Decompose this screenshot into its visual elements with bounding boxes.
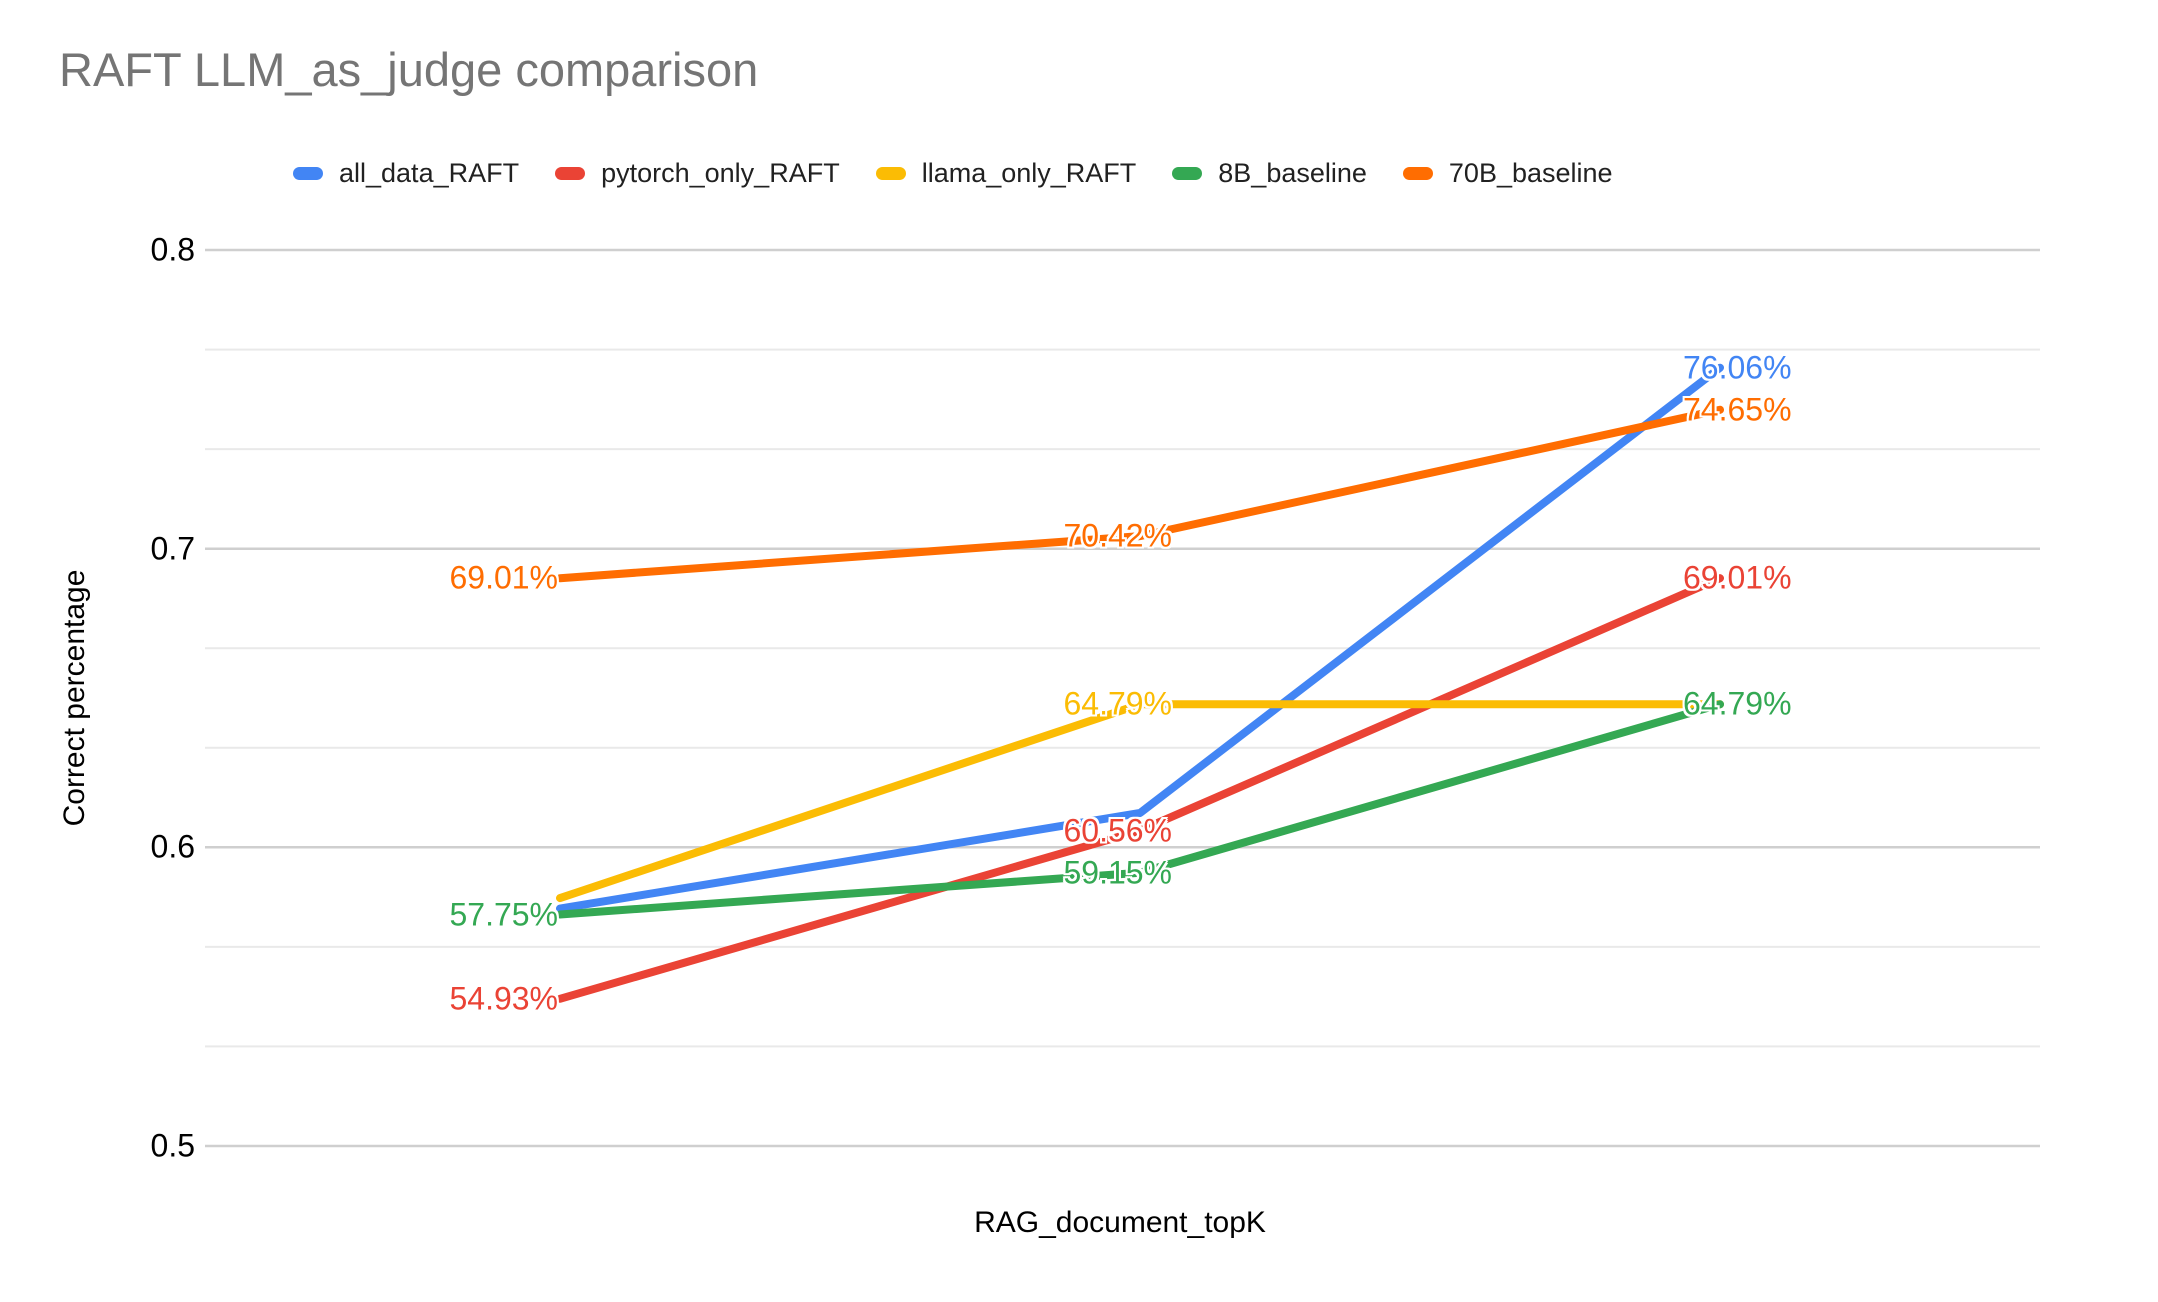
legend-item-pytorch_only_RAFT: pytorch_only_RAFT — [555, 158, 840, 189]
data-label-70B_baseline: 74.65% — [1683, 391, 1792, 428]
data-label-8B_baseline: 64.79% — [1683, 685, 1792, 722]
legend-label: all_data_RAFT — [339, 157, 520, 188]
series-line-8B_baseline — [556, 700, 1724, 919]
legend-label: 8B_baseline — [1218, 157, 1367, 188]
legend-item-all_data_RAFT: all_data_RAFT — [293, 158, 519, 189]
legend-item-llama_only_RAFT: llama_only_RAFT — [875, 157, 1137, 189]
legend-item-70B_baseline: 70B_baseline — [1402, 157, 1613, 189]
legend-swatch-all_data_RAFT — [293, 166, 323, 180]
data-label-pytorch_only_RAFT: 60.56% — [1063, 812, 1172, 849]
series-line-all_data_RAFT — [556, 363, 1724, 913]
x-axis-title: RAG_document_topK — [974, 1206, 1266, 1239]
y-tick-label: 0.6 — [150, 828, 195, 865]
data-label-8B_baseline: 57.75% — [449, 896, 558, 933]
legend-label: pytorch_only_RAFT — [601, 157, 840, 188]
y-tick-label: 0.7 — [150, 530, 195, 567]
series-line-llama_only_RAFT — [556, 700, 1724, 903]
y-tick-label: 0.5 — [150, 1127, 195, 1164]
series-line-70B_baseline — [556, 405, 1724, 583]
legend-swatch-8B_baseline — [1172, 166, 1203, 180]
y-tick-label: 0.8 — [150, 231, 195, 268]
legend-label: llama_only_RAFT — [921, 157, 1137, 188]
data-label-pytorch_only_RAFT: 54.93% — [449, 980, 558, 1017]
data-label-pytorch_only_RAFT: 69.01% — [1683, 559, 1792, 596]
data-label-llama_only_RAFT: 64.79% — [1063, 685, 1172, 722]
legend-swatch-llama_only_RAFT — [875, 166, 906, 180]
legend-swatch-pytorch_only_RAFT — [555, 166, 586, 180]
legend-swatch-70B_baseline — [1402, 166, 1433, 180]
legend-label: 70B_baseline — [1448, 157, 1613, 188]
data-label-70B_baseline: 69.01% — [449, 559, 558, 596]
series-line-pytorch_only_RAFT — [556, 574, 1724, 1003]
data-label-all_data_RAFT: 76.06% — [1683, 349, 1792, 386]
data-label-8B_baseline: 59.15% — [1063, 854, 1172, 891]
chart-title: RAFT LLM_as_judge comparison — [59, 43, 759, 96]
legend-item-8B_baseline: 8B_baseline — [1172, 158, 1367, 189]
data-label-70B_baseline: 70.42% — [1063, 517, 1172, 554]
legend: all_data_RAFT pytorch_only_RAFT llama_only… — [293, 156, 1613, 190]
